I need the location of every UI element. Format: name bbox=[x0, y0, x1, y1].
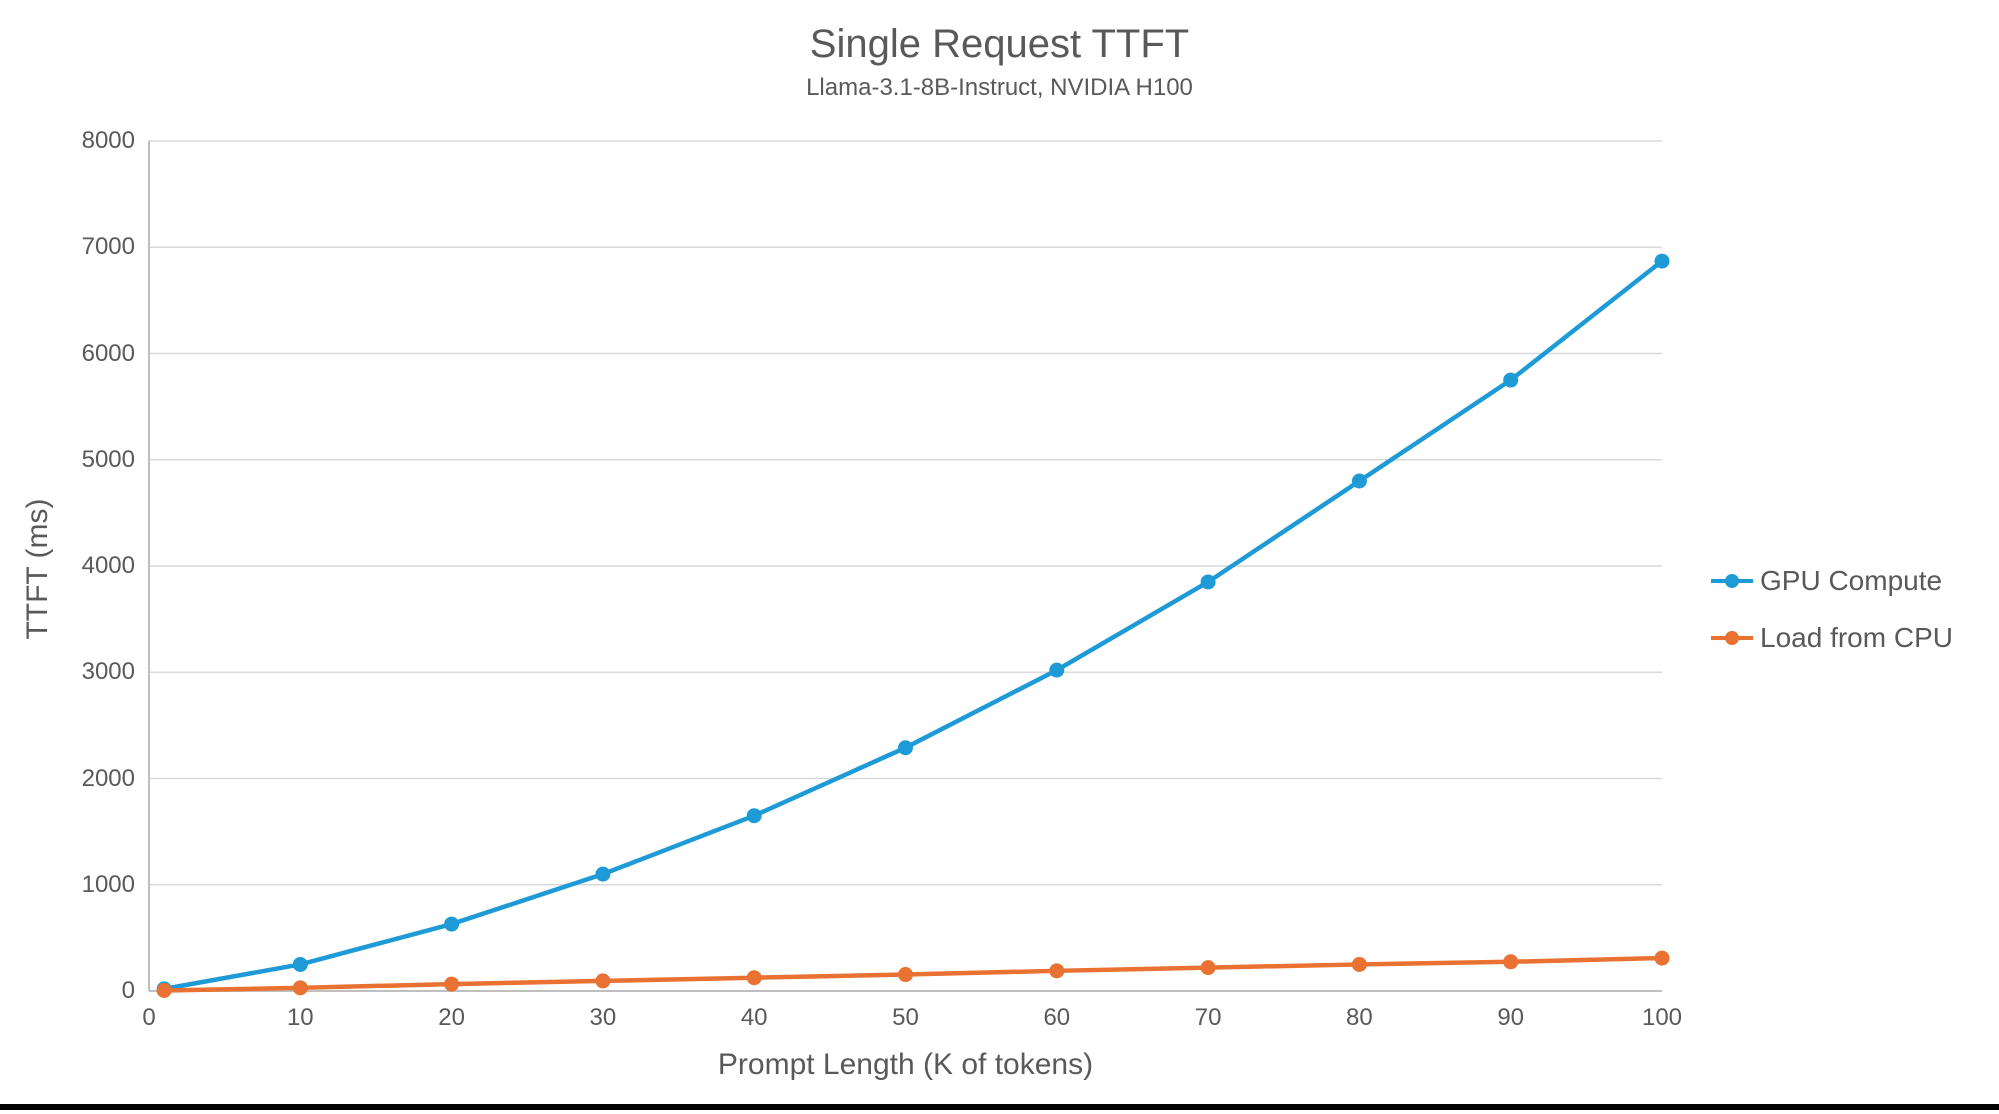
bottom-divider-bar bbox=[0, 1104, 1999, 1110]
series-marker-gpu-compute bbox=[1503, 372, 1519, 388]
series-marker-load-from-cpu bbox=[595, 973, 611, 989]
series-marker-load-from-cpu bbox=[444, 976, 460, 992]
series-marker-load-from-cpu bbox=[1351, 956, 1367, 972]
series-marker-load-from-cpu bbox=[898, 967, 913, 983]
x-tick-label: 60 bbox=[1043, 1004, 1071, 1031]
series-marker-load-from-cpu bbox=[156, 982, 172, 998]
series-line-load-from-cpu bbox=[161, 955, 1665, 993]
legend-label: Load from CPU bbox=[1760, 622, 1953, 653]
series-marker-load-from-cpu bbox=[1200, 960, 1216, 976]
x-tick-label: 100 bbox=[1641, 1004, 1683, 1031]
y-tick-label: 0 bbox=[121, 977, 135, 1004]
x-tick-label: 80 bbox=[1346, 1004, 1373, 1031]
x-tick-label: 30 bbox=[589, 1004, 617, 1031]
series-marker-gpu-compute bbox=[746, 808, 762, 824]
x-tick-label: 50 bbox=[892, 1004, 919, 1031]
x-tick-label: 0 bbox=[142, 1004, 156, 1031]
chart-legend: GPU Compute Load from CPU bbox=[1710, 562, 1953, 676]
chart-subtitle: Llama-3.1-8B-Instruct, NVIDIA H100 bbox=[806, 74, 1193, 101]
series-marker-gpu-compute bbox=[1351, 473, 1367, 489]
x-tick-label: 70 bbox=[1194, 1004, 1222, 1031]
legend-marker-icon bbox=[1711, 574, 1753, 588]
series-line-gpu-compute bbox=[161, 258, 1665, 992]
series-marker-load-from-cpu bbox=[1654, 950, 1670, 966]
y-tick-label: 6000 bbox=[81, 339, 135, 367]
x-axis-title: Prompt Length (K of tokens) bbox=[717, 1048, 1094, 1081]
chart-title: Single Request TTFT bbox=[809, 22, 1190, 66]
y-tick-label: 1000 bbox=[81, 870, 135, 898]
y-tick-label: 8000 bbox=[81, 127, 135, 154]
x-tick-label: 40 bbox=[740, 1004, 768, 1031]
series-marker-load-from-cpu bbox=[292, 980, 308, 996]
y-tick-label: 2000 bbox=[81, 764, 135, 792]
legend-item-load-from-cpu: Load from CPU bbox=[1710, 619, 1953, 657]
y-tick-label: 7000 bbox=[81, 233, 135, 261]
legend-item-gpu-compute: GPU Compute bbox=[1710, 562, 1953, 600]
series-marker-gpu-compute bbox=[444, 916, 460, 932]
series-marker-gpu-compute bbox=[595, 866, 611, 882]
series-marker-gpu-compute bbox=[1049, 662, 1065, 678]
series-marker-load-from-cpu bbox=[746, 970, 762, 986]
series-marker-gpu-compute bbox=[1200, 574, 1216, 590]
series-marker-gpu-compute bbox=[898, 740, 913, 756]
y-tick-label: 4000 bbox=[81, 552, 135, 579]
legend-label: GPU Compute bbox=[1760, 565, 1943, 596]
x-tick-label: 10 bbox=[286, 1004, 314, 1031]
y-axis-title: TTFT (ms) bbox=[21, 498, 54, 640]
series-marker-gpu-compute bbox=[1654, 253, 1670, 269]
y-tick-label: 5000 bbox=[81, 445, 135, 473]
y-tick-label: 3000 bbox=[81, 658, 135, 686]
series-marker-gpu-compute bbox=[292, 956, 308, 972]
x-tick-label: 20 bbox=[438, 1004, 465, 1031]
x-tick-label: 90 bbox=[1497, 1004, 1525, 1031]
series-marker-load-from-cpu bbox=[1503, 954, 1519, 970]
legend-marker-icon bbox=[1711, 631, 1753, 645]
series-marker-load-from-cpu bbox=[1049, 963, 1065, 979]
